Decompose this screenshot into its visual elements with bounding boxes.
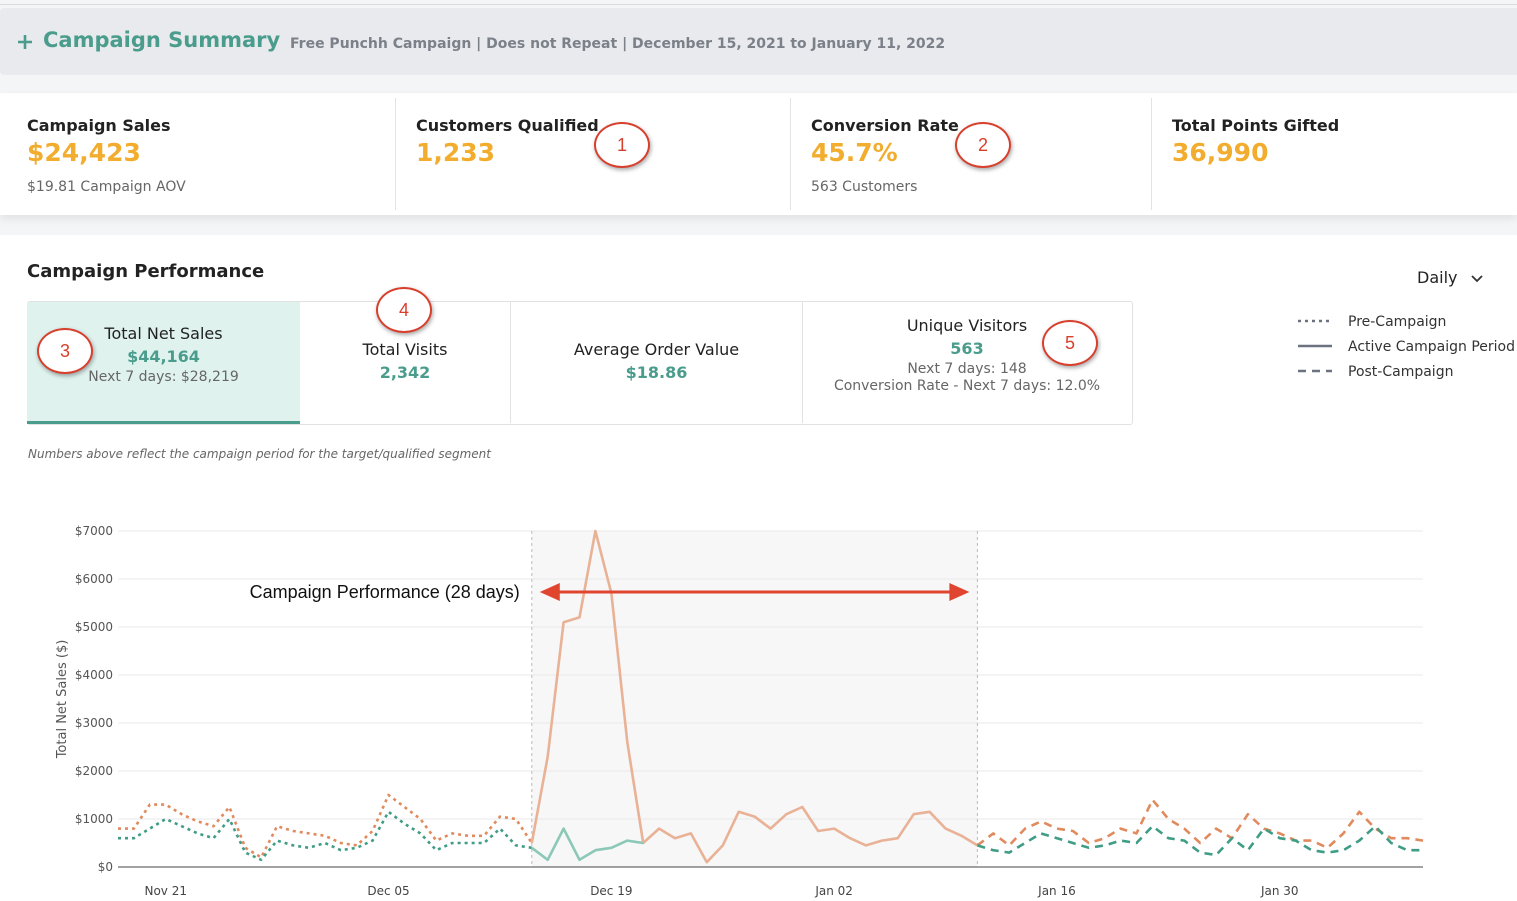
kpi-label: Total Points Gifted	[1172, 116, 1340, 135]
tab-note: Next 7 days: $28,219	[88, 369, 239, 385]
kpi-value: $24,423	[27, 138, 141, 167]
divider	[790, 98, 791, 210]
divider	[1151, 98, 1152, 210]
series-line	[530, 529, 979, 864]
legend-label: Pre-Campaign	[1348, 314, 1446, 330]
divider	[802, 302, 803, 423]
header-title[interactable]: Campaign Summary	[43, 28, 281, 52]
callout: 4	[376, 287, 432, 333]
tab-label: Unique Visitors	[906, 316, 1028, 335]
kpi-label: Customers Qualified	[416, 116, 599, 135]
series-line	[977, 824, 1423, 857]
period-dropdown[interactable]: Daily	[1417, 268, 1484, 287]
x-tick-label: Dec 05	[367, 884, 409, 898]
callout: 1	[594, 122, 650, 168]
header-subtitle: Free Punchh Campaign | Does not Repeat |…	[290, 36, 946, 52]
period-value: Daily	[1417, 268, 1458, 287]
tab-label: Total Visits	[362, 340, 448, 359]
arrow-head	[949, 583, 970, 601]
metric-tab[interactable]: Unique Visitors 563 Next 7 days: 148 Con…	[803, 302, 1131, 424]
campaign-band	[531, 531, 978, 867]
metric-tab[interactable]: Total Visits 2,342	[300, 302, 510, 424]
metric-tab[interactable]: Average Order Value $18.86	[511, 302, 802, 424]
tab-note: Conversion Rate - Next 7 days: 12.0%	[833, 378, 1101, 394]
series-line	[118, 793, 533, 859]
kpi-value: 45.7%	[811, 138, 898, 167]
kpi-note: $19.81 Campaign AOV	[27, 179, 186, 195]
x-tick-label: Jan 02	[814, 884, 853, 898]
kpi-note: 563 Customers	[811, 179, 918, 195]
summary-header	[0, 8, 1517, 75]
tab-value: $18.86	[625, 363, 688, 382]
legend-label: Active Campaign Period	[1348, 339, 1515, 355]
x-tick-label: Jan 30	[1260, 884, 1299, 898]
tab-label: Total Net Sales	[104, 324, 223, 343]
arrow-head	[539, 583, 560, 601]
y-tick-label: $2000	[75, 764, 113, 778]
y-tick-label: $5000	[75, 620, 113, 634]
kpi-value: 36,990	[1172, 138, 1269, 167]
callout: 3	[37, 328, 93, 374]
expand-icon[interactable]	[16, 33, 34, 51]
divider	[510, 302, 511, 423]
callout: 5	[1042, 320, 1098, 366]
kpi-value: 1,233	[416, 138, 496, 167]
y-tick-label: $0	[98, 860, 113, 874]
y-tick-label: $3000	[75, 716, 113, 730]
x-tick-label: Jan 16	[1037, 884, 1076, 898]
chevron-icon	[1471, 274, 1484, 282]
annotation-label: Campaign Performance (28 days)	[250, 582, 520, 602]
callout: 2	[955, 122, 1011, 168]
section-title: Campaign Performance	[27, 261, 265, 282]
kpi-label: Campaign Sales	[27, 116, 171, 135]
footnote: Numbers above reflect the campaign perio…	[28, 447, 491, 461]
y-tick-label: $6000	[75, 572, 113, 586]
y-axis-title: Total Net Sales ($)	[55, 640, 70, 760]
kpi-label: Conversion Rate	[811, 116, 959, 135]
kpi-band	[0, 93, 1517, 215]
divider	[0, 4, 1517, 5]
series-line	[531, 827, 644, 862]
series-line	[976, 798, 1424, 850]
tab-note: Next 7 days: 148	[907, 361, 1027, 377]
tab-value: 563	[950, 339, 984, 358]
y-tick-label: $7000	[75, 524, 113, 538]
tab-label: Average Order Value	[573, 340, 740, 359]
legend-label: Post-Campaign	[1348, 364, 1453, 380]
y-tick-label: $1000	[75, 812, 113, 826]
x-tick-label: Nov 21	[144, 884, 187, 898]
tab-value: 2,342	[379, 363, 431, 382]
divider	[395, 98, 396, 210]
x-tick-label: Dec 19	[590, 884, 632, 898]
y-tick-label: $4000	[75, 668, 113, 682]
tab-value: $44,164	[127, 347, 200, 366]
